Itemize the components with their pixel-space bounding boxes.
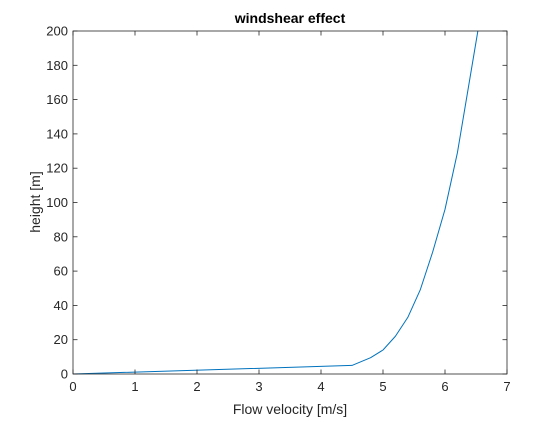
chart-title: windshear effect <box>234 10 346 26</box>
x-tick-label: 5 <box>379 379 386 394</box>
y-tick-label: 180 <box>46 58 68 73</box>
series-layer <box>72 30 479 375</box>
x-tick-label: 7 <box>503 379 510 394</box>
y-tick-label: 140 <box>46 126 68 141</box>
y-tick-label: 100 <box>46 195 68 210</box>
y-tick-label: 60 <box>54 264 68 279</box>
y-tick-label: 200 <box>46 24 68 39</box>
y-axis-label: height [m] <box>27 171 43 232</box>
x-axis-label: Flow velocity [m/s] <box>233 401 347 417</box>
plot-area <box>73 31 507 374</box>
axes-box <box>73 31 507 374</box>
series-line <box>72 30 479 375</box>
x-tick-label: 3 <box>255 379 262 394</box>
y-axis-ticks: 0 20 40 60 80 100 120 140 160 180 200 <box>46 24 507 382</box>
y-tick-label: 120 <box>46 161 68 176</box>
y-tick-label: 40 <box>54 298 68 313</box>
x-tick-label: 1 <box>131 379 138 394</box>
x-axis-ticks: 0 1 2 3 4 5 6 7 <box>69 31 511 394</box>
y-tick-label: 80 <box>54 229 68 244</box>
y-tick-label: 0 <box>61 367 68 382</box>
y-tick-label: 160 <box>46 92 68 107</box>
y-tick-label: 20 <box>54 332 68 347</box>
x-tick-label: 2 <box>193 379 200 394</box>
x-tick-label: 0 <box>69 379 76 394</box>
x-tick-label: 4 <box>317 379 324 394</box>
x-tick-label: 6 <box>441 379 448 394</box>
